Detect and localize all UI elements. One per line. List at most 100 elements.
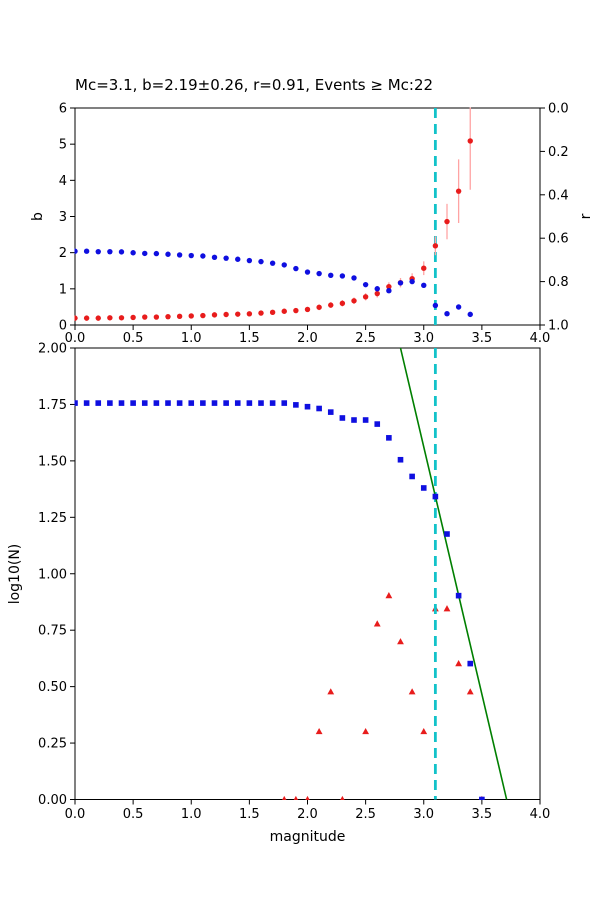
r-value-point (444, 311, 450, 317)
r-value-point (258, 258, 264, 265)
x-tick-label: 4.0 (530, 331, 551, 346)
cumulative-count-square (432, 493, 439, 500)
b-value-point (188, 313, 194, 319)
r-tick-label: 0.6 (548, 232, 569, 247)
r-value-point (176, 252, 183, 258)
cumulative-count-square (386, 435, 392, 441)
b-value-point (107, 315, 113, 321)
y-tick-label: 2 (59, 246, 67, 261)
cumulative-count-square (409, 473, 415, 480)
incremental-count-triangle (397, 638, 404, 645)
x-tick-label: 0.5 (123, 331, 144, 346)
cumulative-count-square (397, 456, 404, 463)
y-tick-label: 1 (59, 282, 67, 297)
incremental-count-triangle (305, 795, 310, 800)
b-value-point (386, 283, 392, 290)
r-value-point (304, 269, 311, 275)
r-value-point (467, 311, 473, 318)
b-value-point (269, 309, 276, 316)
b-value-point (142, 314, 148, 320)
b-value-point (153, 314, 160, 320)
cumulative-count-square (95, 400, 102, 406)
cumulative-count-square (327, 409, 334, 415)
x-tick-label: 1.0 (181, 807, 202, 822)
y-tick-label: 1.25 (38, 511, 67, 526)
bottom-axes: 0.0 0.5 1.0 1.5 2.0 2.5 3.0 3.5 4.0 0.00 0.25 0.50 0… (7, 342, 550, 846)
r-value-point (281, 262, 287, 268)
r-value-point (83, 248, 90, 254)
cumulative-count-square (107, 400, 113, 406)
r-value-series (74, 248, 473, 318)
cumulative-count-square (130, 400, 136, 406)
x-tick-label: 1.5 (239, 807, 260, 822)
cumulative-count-square (362, 417, 369, 423)
b-value-point (421, 265, 427, 271)
r-tick-label: 0.2 (548, 145, 569, 160)
x-tick-label: 3.5 (472, 331, 493, 346)
cumulative-count-square (339, 415, 346, 421)
b-value-point (130, 314, 136, 321)
r-value-point (165, 251, 171, 257)
r-value-point (200, 253, 206, 259)
r-value-point (188, 252, 194, 259)
r-value-point (362, 281, 369, 288)
cumulative-count-square (467, 660, 474, 667)
r-value-point (397, 280, 404, 286)
cumulative-count-square (304, 403, 311, 410)
incremental-count-triangle (443, 605, 451, 612)
cumulative-count-square (444, 531, 450, 537)
incremental-count-triangle (282, 795, 287, 800)
x-tick-label: 2.5 (355, 807, 376, 822)
b-value-point (74, 315, 78, 321)
y-tick-label: 1.50 (38, 454, 67, 469)
r-value-point (328, 272, 334, 279)
r-value-point (409, 278, 415, 285)
b-value-point (339, 300, 346, 306)
r-value-point (74, 248, 78, 254)
cumulative-count-square (141, 400, 148, 406)
b-axis-label: b (30, 212, 46, 221)
y-tick-label: 0.00 (38, 793, 67, 808)
r-value-point (118, 249, 125, 255)
x-tick-label: 3.5 (472, 807, 493, 822)
r-value-point (351, 275, 357, 281)
cumulative-count-square (246, 400, 253, 406)
r-value-point (107, 248, 113, 255)
cumulative-count-square (293, 402, 299, 408)
incremental-count-triangle (293, 795, 299, 800)
y-tick-label: 5 (59, 138, 67, 153)
r-tick-label: 0.4 (548, 188, 569, 203)
r-value-point (223, 255, 229, 261)
x-tick-label: 2.0 (297, 807, 318, 822)
cumulative-count-square (165, 400, 171, 406)
y-tick-label: 0 (59, 319, 67, 334)
x-tick-label: 2.0 (297, 331, 318, 346)
x-tick-label: 0.0 (65, 331, 86, 346)
cumulative-count-square (479, 796, 485, 800)
incremental-count-triangle (466, 688, 474, 695)
b-value-point (246, 311, 253, 317)
cumulative-count-square (176, 400, 183, 406)
cumulative-count-square (258, 400, 264, 406)
r-value-point (142, 250, 148, 257)
b-value-point (328, 302, 334, 308)
b-value-point (258, 310, 264, 316)
b-value-series (74, 138, 473, 321)
cumulative-count-square (420, 485, 427, 491)
cumulative-count-square (83, 400, 90, 406)
x-tick-label: 3.0 (413, 807, 434, 822)
cumulative-count-square (118, 400, 125, 406)
plot-title: Mc=3.1, b=2.19±0.26, r=0.91, Events ≥ Mc… (75, 76, 433, 94)
gr-fit-line (399, 347, 508, 800)
incremental-count-triangle (327, 688, 335, 695)
y-tick-label: 0.50 (38, 680, 67, 695)
cumulative-count-square (211, 400, 218, 406)
b-value-point (467, 138, 473, 144)
b-value-point (374, 290, 380, 297)
incremental-count-triangle (408, 688, 416, 695)
b-value-point (316, 304, 322, 310)
b-value-point (95, 315, 101, 321)
r-value-point (235, 256, 241, 262)
